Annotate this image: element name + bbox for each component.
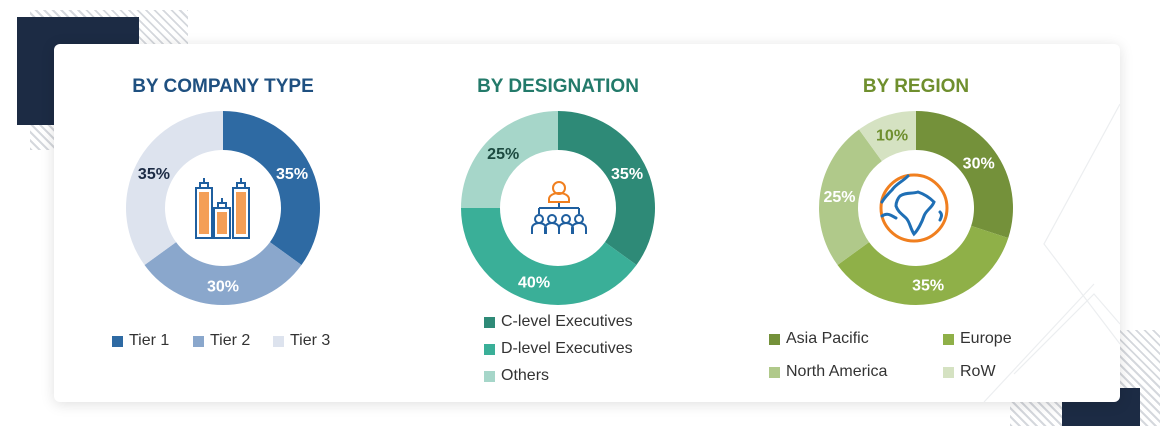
chart-title-designation: BY DESIGNATION	[477, 76, 639, 97]
data-label: 25%	[823, 189, 855, 206]
legend-item-c-level: C-level Executives	[484, 313, 633, 331]
legend-swatch	[484, 343, 495, 355]
legend-label: North America	[786, 363, 888, 380]
legend-item-asia-pacific: Asia Pacific	[769, 330, 869, 348]
data-label: 30%	[963, 155, 995, 172]
org-hierarchy-icon	[531, 181, 587, 234]
legend-label: Europe	[960, 330, 1012, 347]
slice-tier-1	[223, 111, 320, 266]
slice-europe	[837, 225, 1009, 305]
legend-label: RoW	[960, 363, 996, 380]
legend-swatch	[943, 366, 954, 378]
legend-item-others: Others	[484, 367, 549, 385]
slice-asia-pacific	[916, 111, 1013, 238]
legend-label: Tier 2	[210, 332, 251, 349]
data-label: 25%	[487, 146, 519, 163]
data-label: 40%	[518, 275, 550, 292]
slice-row	[858, 111, 916, 162]
legend-swatch	[193, 335, 204, 347]
donut-designation: 35% 40% 25%	[461, 111, 655, 305]
data-label: 35%	[138, 166, 170, 183]
legend-swatch	[484, 370, 495, 382]
legend-item-row: RoW	[943, 363, 996, 381]
legend-label: Tier 3	[290, 332, 331, 349]
data-label: 35%	[276, 166, 308, 183]
legend-item-north-america: North America	[769, 363, 887, 381]
legend-item-d-level: D-level Executives	[484, 340, 633, 358]
slice-tier-3	[126, 111, 223, 266]
slice-north-america	[819, 129, 882, 266]
background-lines	[983, 103, 1120, 402]
legend-swatch	[943, 333, 954, 345]
legend-swatch	[769, 333, 780, 345]
data-label: 30%	[207, 279, 239, 296]
donut-region: 30% 35% 25% 10%	[819, 111, 1013, 305]
legend-item-tier-3: Tier 3	[273, 332, 330, 350]
legend-label: Tier 1	[129, 332, 170, 349]
slice-d-level-executives	[461, 208, 637, 305]
data-label: 10%	[876, 127, 908, 144]
legend-item-tier-2: Tier 2	[193, 332, 250, 350]
slice-others	[461, 111, 558, 208]
legend-item-europe: Europe	[943, 330, 1012, 348]
donut-company-type: 35% 30% 35%	[126, 111, 320, 305]
legend-label: Others	[501, 367, 550, 384]
legend-label: D-level Executives	[501, 340, 633, 357]
chart-title-region: BY REGION	[862, 76, 970, 97]
data-label: 35%	[912, 278, 944, 295]
chart-title-company-type: BY COMPANY TYPE	[132, 76, 314, 97]
globe-icon	[879, 173, 949, 243]
legend-label: Asia Pacific	[786, 330, 869, 347]
data-label: 35%	[611, 166, 643, 183]
slice-c-level-executives	[558, 111, 655, 266]
legend-swatch	[769, 366, 780, 378]
buildings-icon	[195, 178, 250, 239]
legend-swatch	[112, 335, 123, 347]
slice-tier-2	[144, 242, 302, 305]
legend-swatch	[273, 335, 284, 347]
legend-item-tier-1: Tier 1	[112, 332, 169, 350]
legend-swatch	[484, 316, 495, 328]
legend-label: C-level Executives	[501, 313, 633, 330]
